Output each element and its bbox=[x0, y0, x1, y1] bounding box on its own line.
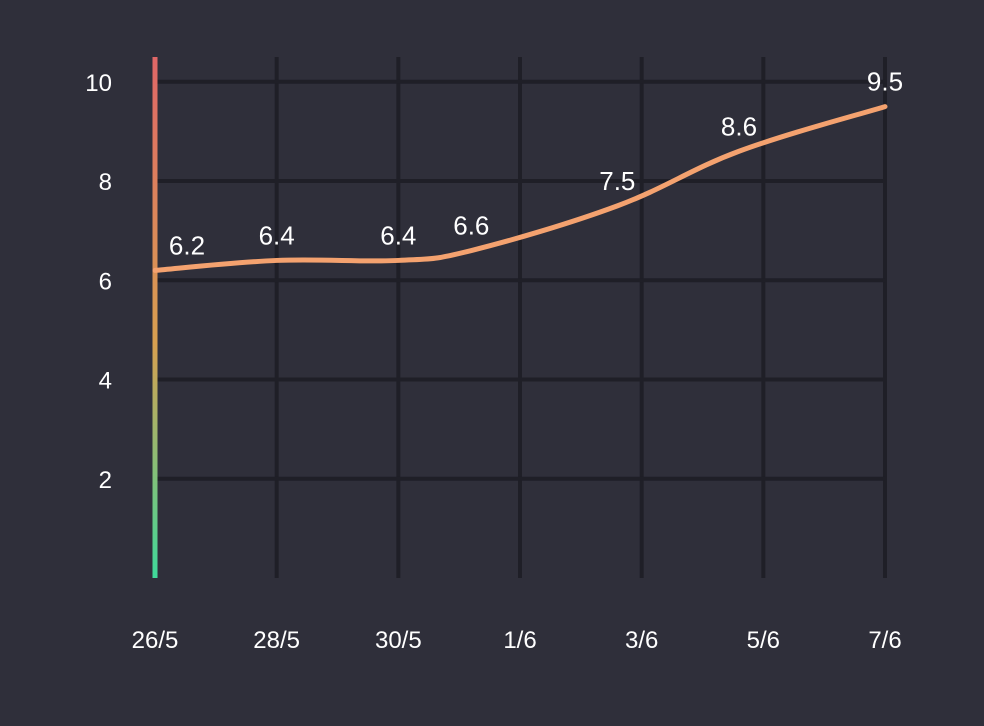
y-tick-label: 4 bbox=[99, 368, 112, 395]
data-label: 6.6 bbox=[453, 211, 489, 241]
data-label: 8.6 bbox=[721, 111, 757, 141]
data-label: 6.2 bbox=[169, 230, 205, 260]
y-tick-label: 6 bbox=[99, 268, 112, 295]
data-label: 7.5 bbox=[599, 166, 635, 196]
x-tick-label: 3/6 bbox=[625, 627, 658, 654]
x-tick-label: 7/6 bbox=[868, 627, 901, 654]
series-line bbox=[152, 104, 888, 273]
data-label: 9.5 bbox=[867, 67, 903, 97]
y-tick-labels: 2 4 6 8 10 bbox=[85, 70, 112, 494]
y-tick-label: 2 bbox=[99, 467, 112, 494]
data-labels: 6.2 6.4 6.4 6.6 7.5 8.6 9.5 bbox=[169, 67, 903, 261]
x-tick-label: 26/5 bbox=[132, 627, 179, 654]
x-tick-label: 5/6 bbox=[747, 627, 780, 654]
y-tick-label: 10 bbox=[85, 70, 112, 97]
y-tick-label: 8 bbox=[99, 169, 112, 196]
data-label: 6.4 bbox=[380, 220, 416, 250]
x-tick-label: 28/5 bbox=[253, 627, 300, 654]
y-axis-gradient-bar bbox=[152, 57, 158, 578]
x-tick-label: 1/6 bbox=[503, 627, 536, 654]
x-tick-label: 30/5 bbox=[375, 627, 422, 654]
x-tick-labels: 26/5 28/5 30/5 1/6 3/6 5/6 7/6 bbox=[132, 627, 902, 654]
data-label: 6.4 bbox=[259, 220, 295, 250]
grid bbox=[155, 57, 887, 578]
